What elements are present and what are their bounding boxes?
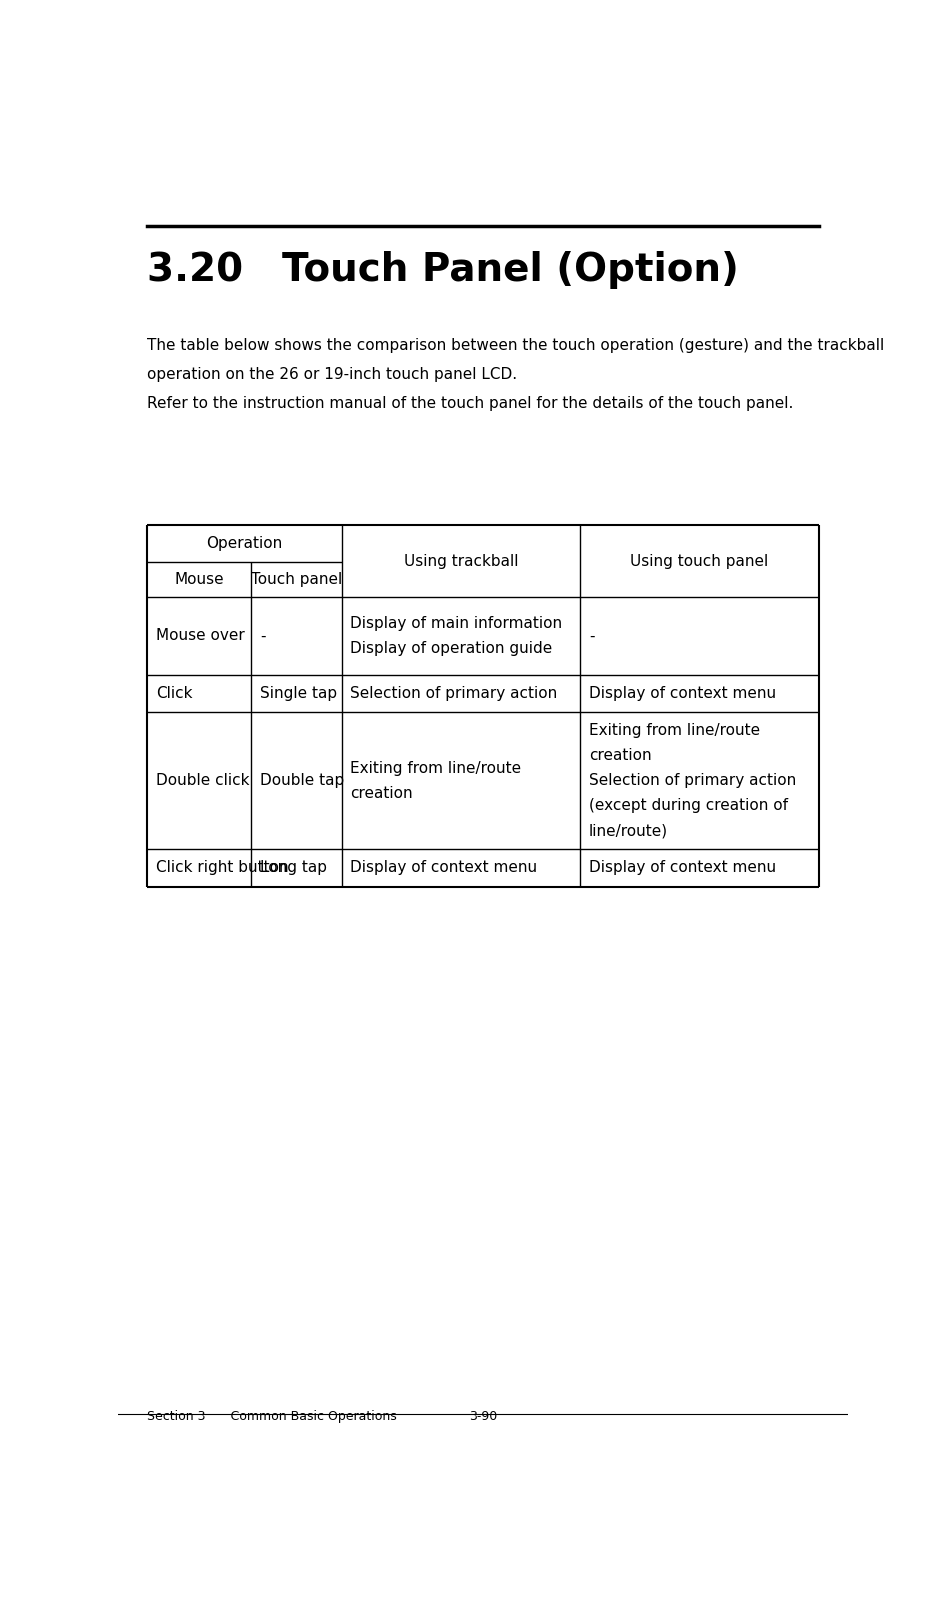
Text: Click: Click <box>155 685 192 701</box>
Text: Single tap: Single tap <box>260 685 337 701</box>
Text: Refer to the instruction manual of the touch panel for the details of the touch : Refer to the instruction manual of the t… <box>147 397 793 411</box>
Text: Using trackball: Using trackball <box>404 554 518 569</box>
Text: 3.20 Touch Panel (Option): 3.20 Touch Panel (Option) <box>147 251 739 288</box>
Text: -: - <box>260 629 266 643</box>
Text: Operation: Operation <box>206 536 283 551</box>
Text: Mouse over: Mouse over <box>155 629 245 643</box>
Text: Display of context menu: Display of context menu <box>350 860 538 875</box>
Text: Click right button: Click right button <box>155 860 288 875</box>
Text: creation: creation <box>350 786 414 800</box>
Text: Long tap: Long tap <box>260 860 327 875</box>
Text: (except during creation of: (except during creation of <box>589 799 788 813</box>
Text: Selection of primary action: Selection of primary action <box>589 773 796 789</box>
Text: The table below shows the comparison between the touch operation (gesture) and t: The table below shows the comparison bet… <box>147 339 885 353</box>
Text: Mouse: Mouse <box>174 572 224 588</box>
Text: line/route): line/route) <box>589 823 668 838</box>
Text: Double tap: Double tap <box>260 773 344 789</box>
Text: Double click: Double click <box>155 773 250 789</box>
Text: Exiting from line/route: Exiting from line/route <box>589 723 760 739</box>
Text: Display of operation guide: Display of operation guide <box>350 642 553 656</box>
Text: Display of context menu: Display of context menu <box>589 860 776 875</box>
Text: operation on the 26 or 19-inch touch panel LCD.: operation on the 26 or 19-inch touch pan… <box>147 366 517 382</box>
Text: Touch panel: Touch panel <box>251 572 342 588</box>
Text: creation: creation <box>589 748 652 763</box>
Text: Display of main information: Display of main information <box>350 616 562 632</box>
Text: Using touch panel: Using touch panel <box>630 554 769 569</box>
Text: Display of context menu: Display of context menu <box>589 685 776 701</box>
Text: Section 3  Common Basic Operations: Section 3 Common Basic Operations <box>147 1409 397 1422</box>
Text: -: - <box>589 629 594 643</box>
Text: Exiting from line/route: Exiting from line/route <box>350 761 522 776</box>
Text: Selection of primary action: Selection of primary action <box>350 685 558 701</box>
Text: 3-90: 3-90 <box>469 1409 496 1422</box>
